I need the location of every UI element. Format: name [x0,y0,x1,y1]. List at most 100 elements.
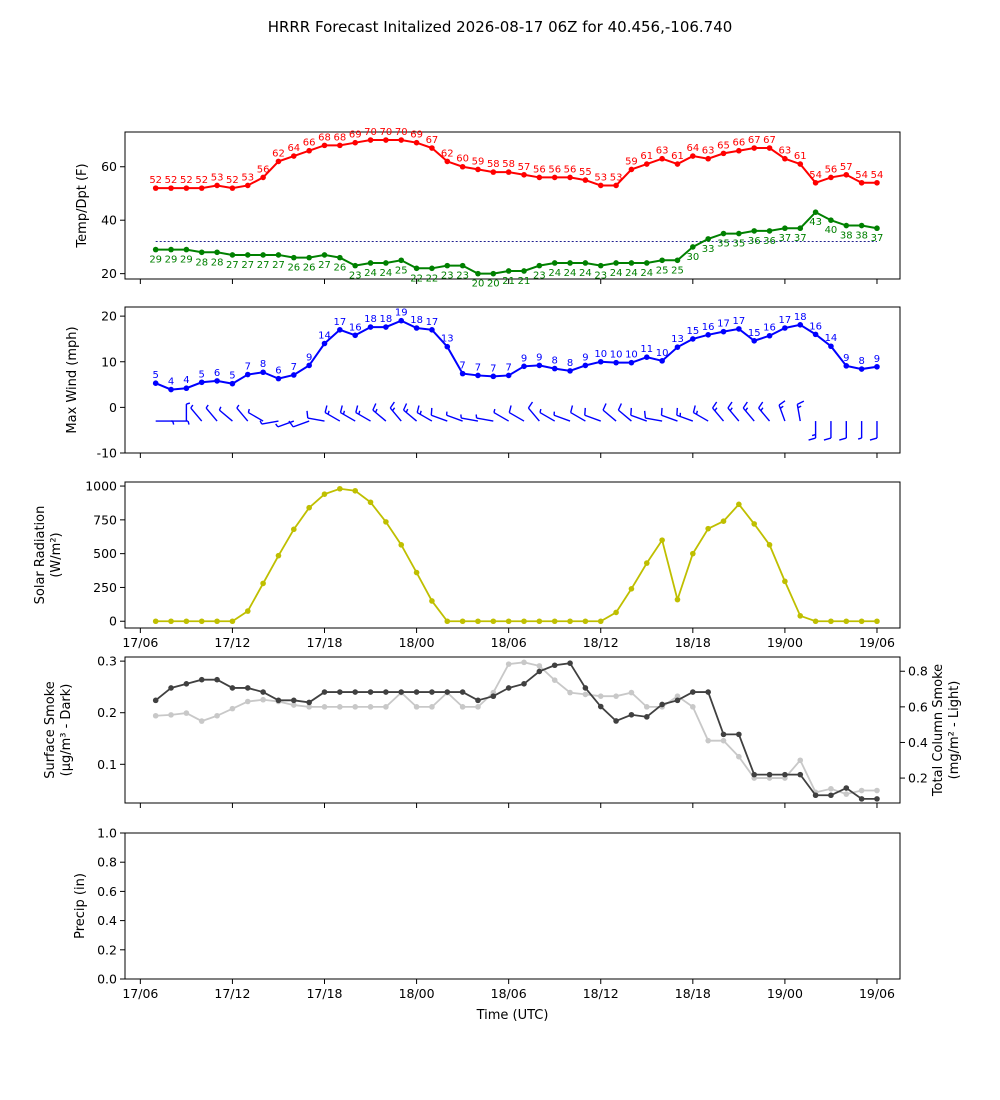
wind-barb-half-flag [714,407,718,412]
wind-speed-point [720,328,727,335]
wind-barb-shaft [712,407,725,422]
wind-barb-half-flag [797,405,802,409]
wind-barb [584,407,601,422]
dewpoint-value-label: 21 [518,276,531,287]
solar-radiation-point [244,608,251,614]
temperature-value-label: 61 [794,151,807,162]
temperature-value-label: 52 [149,175,162,186]
temperature-point [797,161,804,167]
surface-smoke-point [782,771,788,778]
solar-radiation-point [720,518,727,525]
wind-barb [306,410,325,422]
dewpoint-point [766,228,773,234]
wind-value-label: 8 [260,359,266,370]
wind-barb [324,405,341,422]
wind-value-label: 16 [702,322,715,333]
column-smoke-point [459,704,466,710]
wind-barb-shaft [493,411,510,422]
wind-speed-point [398,317,405,324]
temperature-point [244,182,251,189]
dewpoint-value-label: 25 [671,265,684,276]
y-axis-label: Max Wind (mph) [65,326,80,433]
wind-barb-half-flag [187,420,190,425]
dewpoint-point [720,230,727,237]
surface-smoke-point [321,689,328,695]
column-smoke-point [168,712,174,718]
temperature-point [705,155,711,162]
solar-radiation-line [155,487,877,623]
x-tick-label: 18/12 [583,635,619,650]
solar-radiation-point [843,618,850,625]
surface-smoke-point [367,689,374,695]
wind-barb [389,401,402,422]
surface-smoke-point [429,689,435,695]
wind-barb-flag [712,401,718,409]
wind-barb-half-flag [744,407,749,412]
wind-barb [416,405,433,422]
dewpoint-point [306,254,312,261]
wind-value-label: 17 [732,316,745,327]
wind-barb-shaft [307,417,325,422]
wind-barb-flag [630,407,633,416]
temperature-point [275,158,282,165]
dewpoint-value-label: 37 [871,233,884,244]
surface-smoke-point [459,689,466,695]
temperature-value-label: 65 [717,140,730,151]
wind-barb-half-flag [539,408,542,413]
wind-value-label: 7 [490,363,496,374]
wind-speed-point [858,366,865,372]
wind-barb [643,410,663,422]
wind-speed-point [766,332,773,339]
wind-speed-point [843,363,850,369]
solar-radiation-point [168,618,174,625]
temperature-value-label: 66 [732,138,745,149]
surface-smoke-point [229,685,236,691]
solar-radiation-point [183,618,190,625]
dewpoint-value-label: 35 [717,239,730,250]
wind-barb-shaft [742,407,755,422]
wind-barb-half-flag [857,437,862,440]
temperature-point [459,163,466,170]
solar-radiation-point [291,526,297,533]
wind-speed-point [505,372,512,379]
wind-barb-shaft [236,407,249,422]
temperature-value-label: 66 [303,138,316,149]
wind-barb [460,414,479,422]
wind-barb-half-flag [327,410,330,415]
wind-barb-flag [796,400,805,405]
temperature-value-label: 56 [825,164,838,175]
y-axis-label: Solar Radiation [33,506,48,605]
temperature-point [429,145,435,151]
wind-value-label: 10 [610,350,623,361]
solar-radiation-point [383,519,389,525]
solar-radiation-point [674,596,681,603]
solar-radiation-point [812,618,819,625]
temperature-value-label: 63 [779,146,792,157]
solar-radiation-point [828,618,834,625]
dewpoint-value-label: 20 [472,279,485,290]
wind-speed-point [291,372,297,378]
solar-radiation-point [306,504,312,511]
solar-radiation-point [521,618,527,625]
y-axis-label: Total Column Smoke [931,664,946,797]
temperature-value-label: 70 [364,127,377,138]
y-axis-label: (μg/m³ - Dark) [59,684,74,777]
x-axis-label: Time (UTC) [476,1008,549,1023]
column-smoke-point [705,737,711,744]
column-smoke-point [383,704,389,710]
dewpoint-point [751,228,758,234]
wind-speed-point [444,343,451,350]
temperature-value-label: 69 [410,130,423,141]
dewpoint-value-label: 27 [257,260,270,271]
wind-value-label: 6 [214,368,220,379]
surface-smoke-point [337,689,343,695]
dewpoint-point [536,262,543,269]
temperature-value-label: 53 [211,172,224,183]
temperature-value-label: 62 [272,148,285,159]
temperature-point [183,185,190,191]
smoke-panel: 0.1 0.2 0.3 0.2 0.4 0.6 0.8 Surface Smoke (μg/m³… [43,654,962,808]
surface-smoke-point [152,697,159,704]
wind-barb [430,407,448,422]
wind-barb [527,401,540,422]
